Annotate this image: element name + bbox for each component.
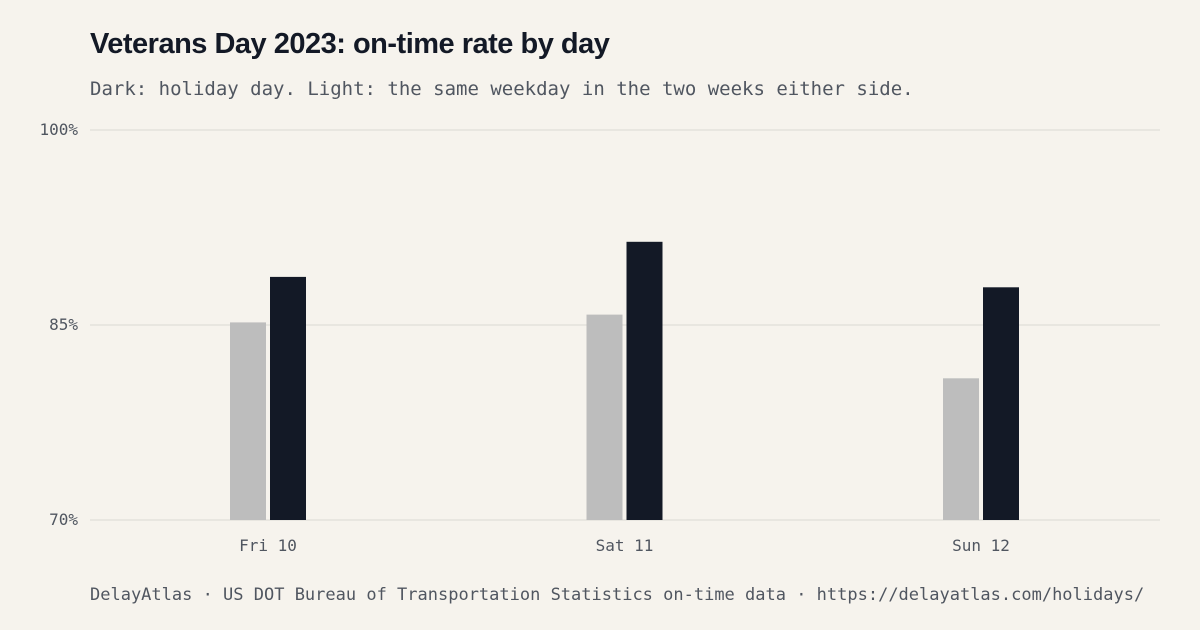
grid-lines (90, 129, 1160, 521)
baseline-bar (586, 314, 623, 520)
y-tick-label: 100% (39, 120, 78, 139)
x-tick-label: Sun 12 (952, 536, 1010, 555)
holiday-bar (983, 287, 1019, 520)
baseline-bar (943, 378, 979, 520)
chart-title: Veterans Day 2023: on-time rate by day (90, 28, 610, 60)
x-tick-label: Fri 10 (239, 536, 297, 555)
bars (230, 241, 1019, 521)
holiday-bar (270, 276, 306, 520)
x-tick-label: Sat 11 (596, 536, 654, 555)
holiday-bar (626, 241, 663, 521)
y-tick-label: 70% (49, 510, 78, 529)
chart-subtitle: Dark: holiday day. Light: the same weekd… (90, 78, 914, 100)
y-tick-label: 85% (49, 315, 78, 334)
y-axis-labels: 70% 85% 100% (39, 120, 78, 529)
baseline-bar (230, 322, 266, 520)
source-note: DelayAtlas · US DOT Bureau of Transporta… (90, 585, 1145, 605)
x-axis-labels: Fri 10 Sat 11 Sun 12 (239, 536, 1010, 555)
